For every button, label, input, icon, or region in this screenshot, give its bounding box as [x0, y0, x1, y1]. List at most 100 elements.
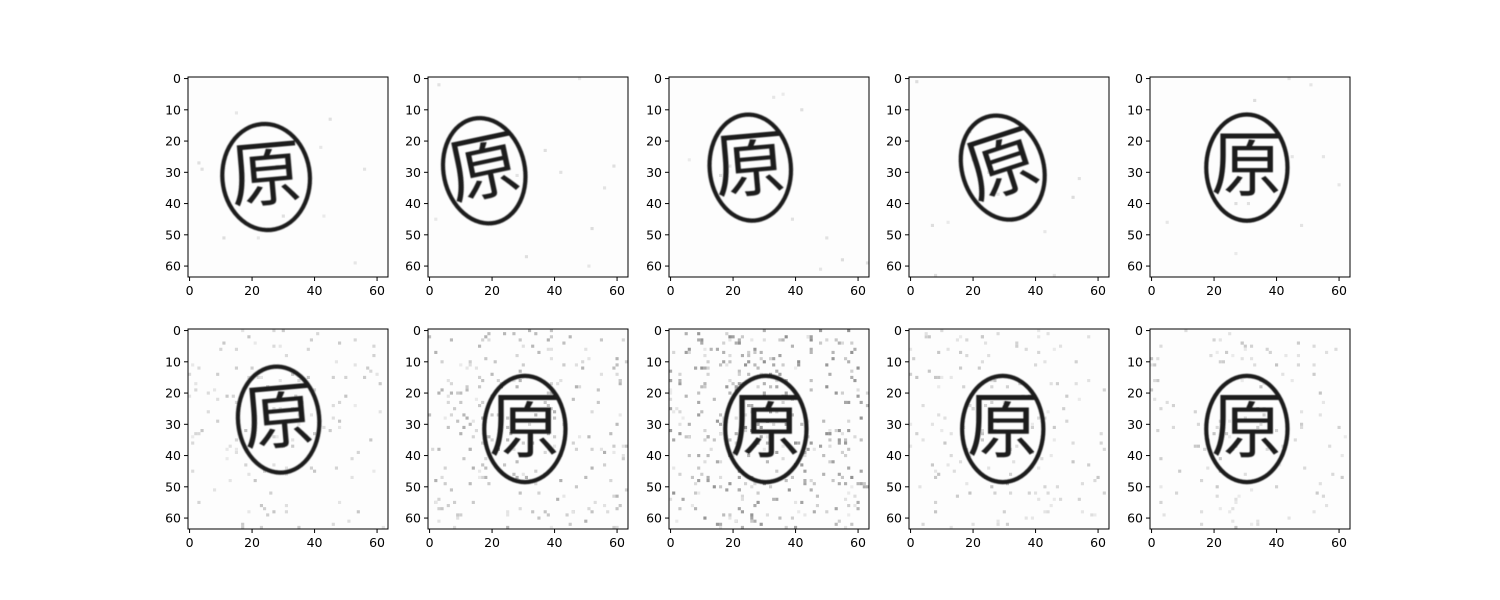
x-tick-label: 20 [244, 535, 260, 550]
x-tick-label: 40 [1028, 283, 1044, 298]
seal-image: 原 [1150, 329, 1350, 529]
y-tick-label: 40 [1127, 448, 1143, 463]
y-tick-label: 40 [405, 448, 421, 463]
y-tick-label: 60 [165, 511, 181, 526]
x-tick-label: 0 [426, 535, 434, 550]
axes-frame [427, 76, 629, 278]
x-tick-label: 60 [1090, 535, 1106, 550]
x-tick-label: 40 [1269, 283, 1285, 298]
y-tick-label: 20 [646, 386, 662, 401]
seal-glyph: 原 [1211, 384, 1283, 468]
x-tick-label: 20 [725, 535, 741, 550]
x-tick-label: 60 [369, 535, 385, 550]
y-tick-label: 40 [1127, 196, 1143, 211]
x-tick-label: 60 [609, 283, 625, 298]
x-tick-label: 20 [1206, 535, 1222, 550]
x-tick-label: 0 [907, 283, 915, 298]
y-tick-label: 0 [413, 323, 421, 338]
y-tick-label: 30 [405, 417, 421, 432]
x-tick-label: 20 [484, 535, 500, 550]
y-tick-label: 50 [165, 479, 181, 494]
seal-image: 原 [188, 329, 388, 529]
y-tick-label: 10 [165, 102, 181, 117]
y-tick-label: 40 [165, 196, 181, 211]
x-tick-label: 60 [1331, 535, 1347, 550]
y-tick-label: 30 [165, 165, 181, 180]
y-tick-label: 40 [165, 448, 181, 463]
y-tick-label: 40 [646, 196, 662, 211]
x-tick-label: 20 [484, 283, 500, 298]
axes-frame [427, 328, 629, 530]
x-tick-label: 0 [907, 535, 915, 550]
y-tick-label: 20 [886, 134, 902, 149]
x-tick-label: 0 [1148, 283, 1156, 298]
x-tick-label: 20 [965, 283, 981, 298]
x-tick-label: 0 [426, 283, 434, 298]
seal-image: 原 [669, 329, 869, 529]
x-tick-label: 60 [850, 535, 866, 550]
y-tick-label: 30 [165, 417, 181, 432]
y-tick-label: 20 [1127, 134, 1143, 149]
axes-frame [668, 76, 870, 278]
x-tick-label: 40 [1028, 535, 1044, 550]
y-tick-label: 50 [646, 227, 662, 242]
y-tick-label: 60 [886, 511, 902, 526]
axes-frame [908, 328, 1110, 530]
seal-glyph: 原 [227, 129, 306, 219]
axes-frame [908, 76, 1110, 278]
y-tick-label: 50 [886, 479, 902, 494]
x-tick-label: 40 [547, 283, 563, 298]
seal-glyph: 原 [730, 384, 802, 468]
y-tick-label: 10 [405, 102, 421, 117]
seal-image: 原 [669, 77, 869, 277]
y-tick-label: 50 [646, 479, 662, 494]
x-tick-label: 0 [667, 535, 675, 550]
y-tick-label: 20 [405, 386, 421, 401]
y-tick-label: 30 [646, 417, 662, 432]
seal-image: 原 [428, 77, 628, 277]
y-tick-label: 60 [405, 511, 421, 526]
x-tick-label: 60 [1331, 283, 1347, 298]
y-tick-label: 50 [1127, 227, 1143, 242]
x-tick-label: 20 [244, 283, 260, 298]
axes-frame [187, 76, 389, 278]
image-panel-8: 原 0 20 40 60 0 10 20 30 40 50 60 [646, 323, 870, 550]
y-tick-label: 10 [886, 354, 902, 369]
seal-image: 原 [909, 77, 1109, 277]
seal-image: 原 [909, 329, 1109, 529]
x-tick-label: 60 [850, 283, 866, 298]
y-tick-label: 10 [646, 102, 662, 117]
y-tick-label: 0 [894, 323, 902, 338]
y-tick-label: 30 [886, 165, 902, 180]
x-tick-label: 20 [1206, 283, 1222, 298]
seal-glyph: 原 [711, 120, 790, 210]
y-tick-label: 60 [646, 511, 662, 526]
x-tick-label: 20 [725, 283, 741, 298]
x-tick-label: 60 [369, 283, 385, 298]
y-tick-label: 20 [1127, 386, 1143, 401]
y-tick-label: 50 [165, 227, 181, 242]
y-tick-label: 20 [886, 386, 902, 401]
y-tick-label: 0 [173, 71, 181, 86]
seal-glyph: 原 [440, 120, 528, 217]
x-tick-label: 40 [547, 535, 563, 550]
y-tick-label: 50 [886, 227, 902, 242]
axes-frame [668, 328, 870, 530]
x-tick-label: 0 [186, 535, 194, 550]
y-tick-label: 0 [173, 323, 181, 338]
x-tick-label: 40 [1269, 535, 1285, 550]
y-tick-label: 30 [1127, 165, 1143, 180]
y-tick-label: 0 [654, 323, 662, 338]
y-tick-label: 60 [1127, 259, 1143, 274]
y-tick-label: 0 [894, 71, 902, 86]
x-tick-label: 40 [307, 535, 323, 550]
y-tick-label: 60 [646, 259, 662, 274]
x-tick-label: 40 [788, 283, 804, 298]
image-panel-7: 原 0 20 40 60 0 10 20 30 40 50 60 [405, 323, 629, 550]
y-tick-label: 20 [165, 134, 181, 149]
axes-frame [187, 328, 389, 530]
x-tick-label: 40 [788, 535, 804, 550]
seal-glyph: 原 [967, 384, 1039, 468]
